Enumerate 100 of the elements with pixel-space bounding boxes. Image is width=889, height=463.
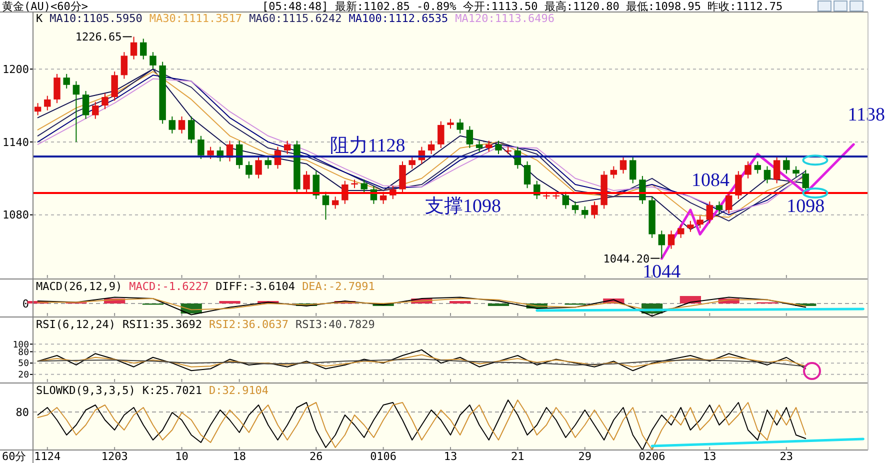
candlestick	[456, 118, 464, 134]
candlestick	[102, 92, 108, 110]
candlestick	[658, 230, 666, 259]
y-tick-label: 1200	[2, 62, 29, 76]
candlestick	[92, 101, 99, 120]
candlestick	[620, 156, 627, 174]
candlestick	[677, 224, 684, 238]
candlestick	[696, 216, 704, 229]
legend-title: MACD(26,12,9)	[36, 280, 122, 293]
ref-line-label: 支撑1098	[425, 196, 501, 217]
candlestick	[34, 102, 42, 116]
candlestick	[562, 191, 570, 210]
candlestick	[408, 156, 416, 170]
candlestick	[140, 38, 147, 60]
candlestick	[188, 116, 195, 144]
x-tick-label: 13	[444, 450, 458, 463]
x-tick-label: 10	[175, 450, 188, 463]
text: RSI1:35.3692	[122, 318, 202, 331]
text: RSI3:40.7829	[295, 318, 375, 331]
bar	[680, 296, 701, 304]
candlestick	[63, 73, 70, 90]
candlestick	[754, 160, 761, 174]
candlestick	[524, 160, 531, 189]
x-tick-label: 21	[511, 450, 524, 463]
candlestick	[428, 140, 435, 155]
candlestick	[54, 73, 60, 104]
candlestick	[120, 52, 128, 80]
candlestick	[380, 191, 387, 204]
legend-title: K	[36, 12, 43, 25]
x-tick-label: 29	[578, 450, 592, 463]
y-tick-label: 20	[18, 370, 29, 381]
x-axis-title: 60分	[2, 450, 26, 463]
y-tick-label: 1080	[2, 208, 29, 222]
candlestick	[725, 191, 732, 214]
candlestick	[783, 156, 790, 174]
series-label: MACD:-1.6227	[129, 280, 209, 293]
candlestick	[246, 160, 252, 179]
candlestick	[773, 156, 780, 184]
candlestick	[207, 146, 214, 160]
chart-title: 黄金(AU)<60分>	[2, 0, 88, 13]
candlestick	[466, 126, 474, 149]
x-tick-label: 0206	[638, 450, 666, 463]
x-tick-label: 1203	[101, 450, 128, 463]
legend-title: SLOWKD(9,3,3,5)	[36, 384, 136, 397]
candlestick	[591, 200, 598, 219]
text: MA10:1105.5950	[50, 12, 142, 25]
legend-title: RSI(6,12,24)	[36, 318, 116, 331]
candlestick	[255, 156, 262, 179]
candlestick	[802, 169, 809, 192]
candlestick	[687, 220, 694, 232]
candlestick	[495, 140, 502, 155]
series-label: DEA:-2.7991	[302, 280, 375, 293]
candlestick	[639, 175, 646, 204]
candlestick	[284, 140, 291, 155]
candlestick	[130, 36, 138, 60]
data-label: 1138	[848, 104, 885, 126]
candlestick	[668, 230, 675, 250]
candlestick	[792, 166, 800, 178]
candlestick	[303, 170, 310, 194]
candlestick	[198, 135, 204, 160]
data-label: 1098	[786, 196, 825, 217]
x-tick-label: 1124	[34, 450, 62, 463]
candlestick	[360, 179, 368, 194]
candlestick	[72, 80, 80, 142]
x-tick-label: 0106	[370, 450, 397, 463]
y-tick-label: 50	[18, 359, 29, 370]
candlestick	[150, 52, 156, 70]
candlestick	[438, 120, 444, 149]
candlestick	[486, 140, 492, 152]
candlestick	[744, 160, 752, 179]
candlestick	[582, 206, 588, 219]
text: MA120:1113.6496	[455, 12, 554, 25]
candlestick	[178, 116, 186, 134]
x-tick-label: 13	[703, 450, 716, 463]
candlestick	[264, 156, 272, 170]
x-tick-label: 26	[310, 450, 323, 463]
candlestick	[629, 156, 636, 184]
candlestick	[82, 90, 90, 120]
x-tick-label: 18	[232, 450, 246, 463]
text: MA60:1115.6242	[249, 12, 342, 25]
candlestick	[735, 170, 742, 200]
candlestick	[572, 200, 579, 214]
x-tick-label: 23	[780, 450, 794, 463]
text: RSI2:36.0637	[208, 318, 288, 331]
candlestick	[610, 166, 618, 179]
candlestick	[447, 118, 454, 130]
y-tick-label: 1140	[2, 136, 29, 149]
candlestick	[706, 200, 713, 224]
candlestick	[168, 116, 176, 134]
annotation: 1226.65	[75, 30, 122, 44]
line-series	[660, 143, 855, 260]
candlestick	[111, 71, 118, 102]
data-label: 1084	[691, 170, 730, 191]
y-tick-label: 80	[18, 348, 29, 358]
candlestick	[716, 200, 723, 214]
chart-subtitle: [05:48:48] 最新:1102.85 -0.89% 今开:1113.50 最高:1120.80 最低:1098.95 昨收:1112.75	[262, 0, 783, 13]
series-label: DIFF:-3.6104	[216, 280, 296, 293]
candlestick	[764, 166, 771, 184]
text: MA30:1111.3517	[149, 12, 242, 25]
series-label: K:25.7021	[142, 384, 202, 397]
